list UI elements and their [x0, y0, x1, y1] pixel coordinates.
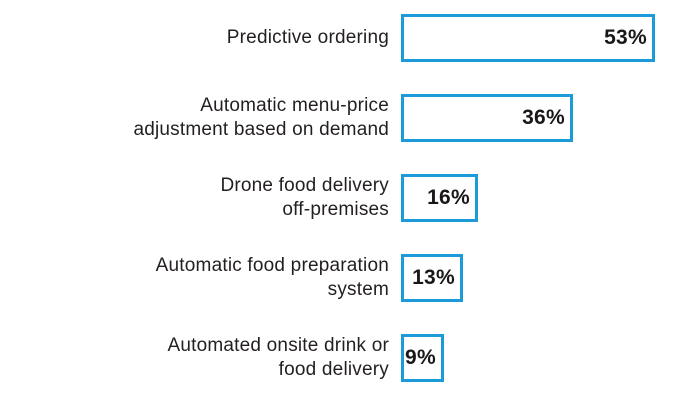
value-label: 13%: [412, 266, 455, 289]
chart-row: Automated onsite drink or food delivery …: [0, 318, 694, 398]
category-label: Automatic food preparation system: [0, 254, 401, 302]
chart-row: Drone food delivery off-premises 16%: [0, 158, 694, 238]
category-label-line: adjustment based on demand: [133, 119, 389, 140]
bar: 36%: [401, 94, 573, 142]
value-label: 36%: [522, 106, 565, 129]
category-label-line: Predictive ordering: [226, 27, 389, 48]
category-label-line: off-premises: [282, 199, 389, 220]
bar: 16%: [401, 174, 478, 222]
bar: 53%: [401, 14, 655, 62]
value-label: 16%: [427, 186, 470, 209]
chart-row: Predictive ordering 53%: [0, 0, 694, 78]
bar: 9%: [401, 334, 444, 382]
category-label: Drone food delivery off-premises: [0, 174, 401, 222]
category-label: Automatic menu-price adjustment based on…: [0, 94, 401, 142]
category-label-line: Automated onsite drink or: [167, 335, 389, 356]
category-label-line: Automatic food preparation: [155, 255, 389, 276]
value-label: 53%: [604, 26, 647, 49]
category-label-line: Drone food delivery: [220, 175, 389, 196]
chart-row: Automatic menu-price adjustment based on…: [0, 78, 694, 158]
category-label-line: system: [327, 279, 389, 300]
bar: 13%: [401, 254, 463, 302]
category-label: Predictive ordering: [0, 26, 401, 50]
value-label: 9%: [405, 346, 436, 369]
category-label-line: food delivery: [278, 359, 389, 380]
chart-row: Automatic food preparation system 13%: [0, 238, 694, 318]
category-label: Automated onsite drink or food delivery: [0, 334, 401, 382]
category-label-line: Automatic menu-price: [200, 95, 389, 116]
